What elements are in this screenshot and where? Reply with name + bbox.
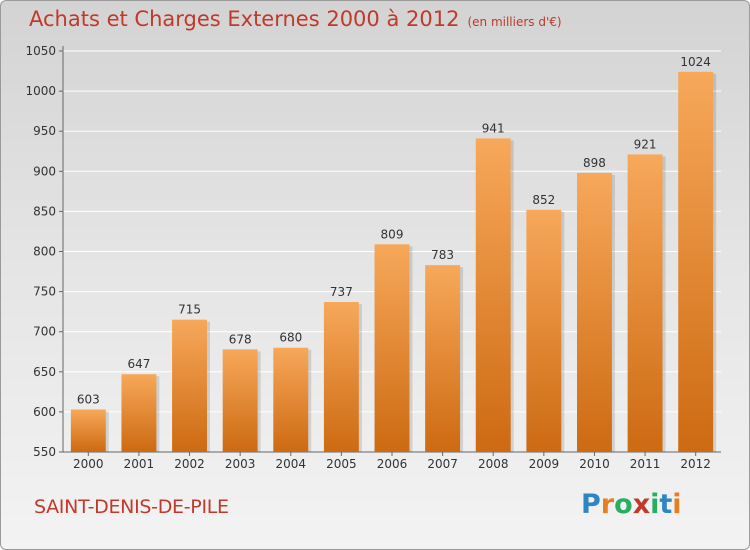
data-label: 737	[330, 285, 353, 299]
bar-2004	[273, 347, 309, 452]
x-tick-label: 2004	[275, 457, 306, 471]
y-tick-label: 600	[33, 405, 56, 419]
chart-title-text: Achats et Charges Externes 2000 à 2012	[29, 7, 460, 31]
data-label: 603	[77, 392, 100, 406]
y-tick-label: 800	[33, 245, 56, 259]
data-label: 809	[381, 227, 404, 241]
x-tick-label: 2003	[225, 457, 256, 471]
y-tick-label: 1000	[25, 84, 56, 98]
x-tick-label: 2009	[529, 457, 560, 471]
data-label: 680	[279, 331, 302, 345]
x-tick-label: 2002	[174, 457, 205, 471]
bar-2008	[475, 138, 511, 452]
data-label: 941	[482, 121, 505, 135]
x-tick-label: 2006	[377, 457, 408, 471]
bars	[70, 71, 717, 453]
chart-title: Achats et Charges Externes 2000 à 2012 (e…	[29, 7, 562, 31]
bar-2002	[172, 319, 208, 452]
data-labels: 603 647 715 678 680 737 809 783 941 852 898 921 1024	[77, 55, 711, 407]
x-tick-label: 2008	[478, 457, 509, 471]
bar-2009	[526, 209, 562, 452]
data-label: 852	[532, 193, 555, 207]
bar-2006	[374, 244, 410, 452]
bar-2000	[70, 409, 106, 452]
data-label: 783	[431, 248, 454, 262]
y-tick-label: 1050	[25, 44, 56, 58]
bar-2012	[678, 71, 714, 453]
data-label: 898	[583, 156, 606, 170]
x-tick-label: 2000	[73, 457, 104, 471]
y-tick-label: 850	[33, 204, 56, 218]
x-tick-label: 2012	[680, 457, 711, 471]
y-tick-label: 650	[33, 365, 56, 379]
x-tick-label: 2010	[579, 457, 610, 471]
y-tick-label: 950	[33, 124, 56, 138]
bar-2003	[222, 349, 258, 452]
bar-2010	[576, 172, 612, 453]
y-tick-label: 900	[33, 164, 56, 178]
data-label: 1024	[680, 55, 711, 69]
x-tick-label: 2011	[630, 457, 661, 471]
bar-2001	[121, 374, 157, 452]
data-label: 678	[229, 332, 252, 346]
x-tick-label: 2007	[427, 457, 458, 471]
data-label: 715	[178, 303, 201, 317]
y-tick-label: 700	[33, 325, 56, 339]
x-tick-label: 2005	[326, 457, 357, 471]
tick-labels: 550 600 650 700 750 800 850 900 950 1000 1050 2000 2…	[25, 44, 711, 471]
data-label: 921	[634, 137, 657, 151]
chart-unit: (en milliers d'€)	[467, 15, 562, 29]
x-tick-label: 2001	[124, 457, 155, 471]
y-tick-label: 550	[33, 445, 56, 459]
data-label: 647	[127, 357, 150, 371]
proxiti-logo: Proxiti	[581, 489, 682, 520]
commune-name: SAINT-DENIS-DE-PILE	[34, 496, 229, 518]
y-tick-label: 750	[33, 285, 56, 299]
bar-2005	[323, 302, 359, 452]
bar-2007	[425, 265, 461, 452]
bar-2011	[627, 154, 663, 452]
